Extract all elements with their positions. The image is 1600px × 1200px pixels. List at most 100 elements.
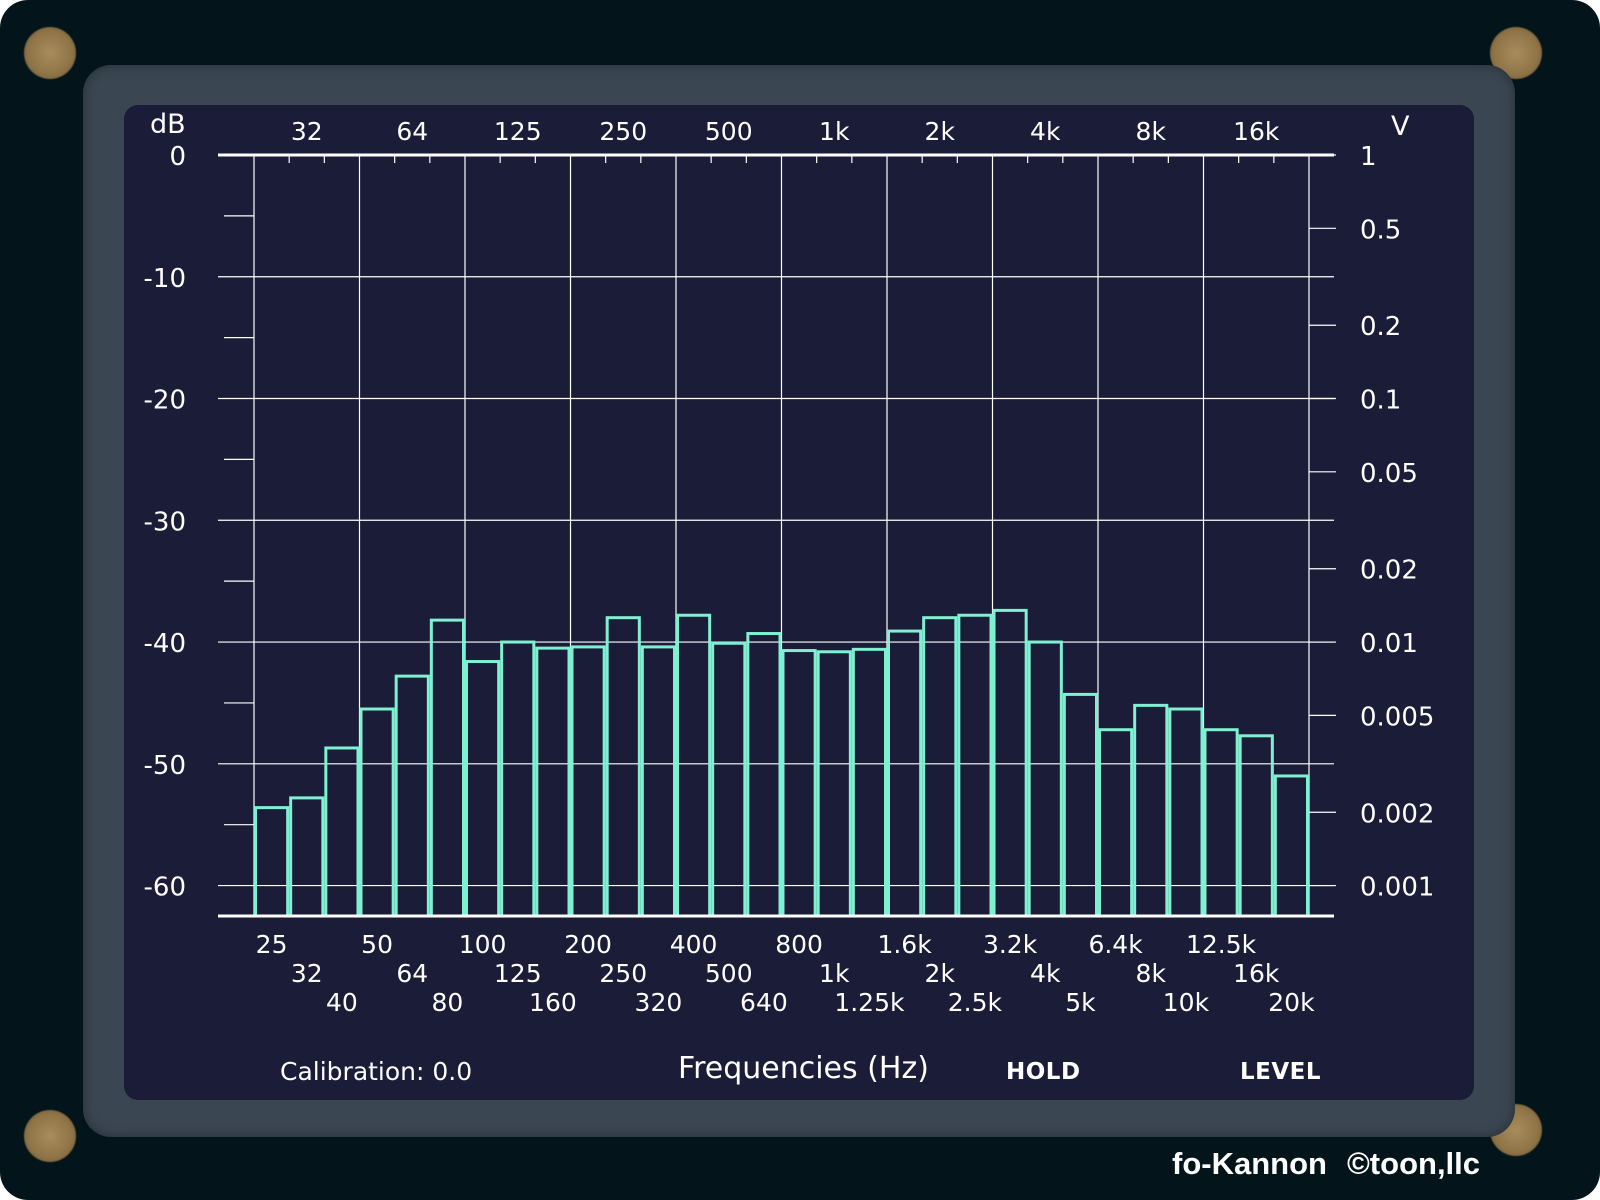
spectrum-bar: [605, 616, 641, 918]
bottom-frequency-label: 3.2k: [983, 930, 1038, 959]
top-frequency-label: 1k: [819, 117, 850, 146]
bottom-frequency-label: 64: [396, 959, 428, 988]
bottom-frequency-label: 200: [564, 930, 612, 959]
db-tick-label: -50: [144, 751, 186, 781]
db-tick-label: -10: [144, 264, 186, 294]
bottom-frequency-label: 1.25k: [834, 988, 905, 1017]
bottom-frequency-label: 400: [670, 930, 718, 959]
spectrum-bar: [1273, 774, 1310, 918]
bottom-frequency-label: 1.6k: [877, 930, 932, 959]
top-frequency-label: 125: [494, 117, 542, 146]
spectrum-bar: [289, 796, 325, 918]
top-frequency-label: 250: [599, 117, 647, 146]
spectrum-bar: [570, 645, 606, 918]
bottom-frequency-label: 4k: [1030, 959, 1061, 988]
spectrum-bar: [781, 649, 817, 918]
hold-button[interactable]: HOLD: [1006, 1059, 1081, 1085]
spectrum-bar: [254, 806, 290, 918]
spectrum-bar: [816, 650, 852, 918]
db-tick-label: -20: [144, 386, 186, 416]
top-frequency-label: 500: [705, 117, 753, 146]
bottom-frequency-label: 500: [705, 959, 753, 988]
top-frequency-label: 16k: [1233, 117, 1280, 146]
volt-tick-label: 1: [1360, 142, 1377, 172]
volt-tick-label: 0.01: [1360, 629, 1418, 659]
bottom-frequency-label: 40: [326, 988, 358, 1017]
bottom-frequency-label: 2k: [925, 959, 956, 988]
bottom-frequency-label: 10k: [1163, 988, 1210, 1017]
spectrum-bar: [1238, 734, 1274, 918]
db-tick-label: -40: [144, 629, 186, 659]
spectrum-bar: [851, 647, 887, 918]
bottom-frequency-label: 80: [432, 988, 464, 1017]
bottom-frequency-label: 50: [361, 930, 393, 959]
bottom-frequency-label: 100: [459, 930, 507, 959]
spectrum-screen: 1 0.5 0.2 0.1 0.05 0.02 0.01 0.005 0.002 0.001 0 -1…: [124, 105, 1474, 1100]
spectrum-bar: [1062, 692, 1098, 918]
bottom-frequency-label: 125: [494, 959, 542, 988]
bottom-frequency-label: 6.4k: [1088, 930, 1143, 959]
spectrum-bar: [957, 613, 993, 918]
bottom-frequency-label: 800: [775, 930, 823, 959]
copyright: ©toon,llc: [1346, 1146, 1481, 1181]
bottom-frequency-label: 160: [529, 988, 577, 1017]
volt-tick-label: 0.1: [1360, 386, 1401, 416]
db-tick-label: 0: [169, 142, 186, 172]
spectrum-bar: [887, 629, 923, 918]
bottom-frequency-label: 16k: [1233, 959, 1280, 988]
spectrum-bar: [1168, 707, 1204, 918]
screw-top-left: [24, 27, 76, 79]
bottom-frequency-label: 2.5k: [948, 988, 1003, 1017]
volt-tick-label: 0.002: [1360, 799, 1434, 829]
bottom-frequency-label: 12.5k: [1186, 930, 1257, 959]
bottom-frequency-label: 1k: [819, 959, 850, 988]
spectrum-bar: [394, 674, 430, 918]
volt-tick-label: 0.2: [1360, 312, 1401, 342]
spectrum-bar: [324, 746, 360, 918]
volt-tick-label: 0.02: [1360, 556, 1418, 586]
spectrum-bar: [359, 707, 395, 918]
left-unit-label: dB: [150, 109, 186, 140]
spectrum-bar: [500, 640, 536, 918]
bottom-frequency-label: 25: [256, 930, 288, 959]
brand-footer: fo-Kannon ©toon,llc: [1172, 1146, 1480, 1182]
spectrum-bar: [922, 616, 958, 918]
spectrum-bar: [1203, 728, 1239, 918]
volt-tick-label: 0.001: [1360, 873, 1434, 903]
bottom-frequency-label: 32: [291, 959, 323, 988]
app-name: fo-Kannon: [1172, 1146, 1327, 1181]
spectrum-bar: [746, 632, 782, 918]
top-frequency-label: 4k: [1030, 117, 1061, 146]
bottom-frequency-label: 5k: [1065, 988, 1096, 1017]
right-unit-label: V: [1391, 111, 1410, 142]
top-frequency-label: 8k: [1136, 117, 1167, 146]
spectrum-bar: [1098, 728, 1134, 918]
level-button[interactable]: LEVEL: [1240, 1059, 1322, 1085]
volt-tick-label: 0.5: [1360, 215, 1401, 245]
spectrum-bar: [676, 613, 712, 918]
bottom-frequency-label: 8k: [1136, 959, 1167, 988]
bottom-frequency-label: 20k: [1268, 988, 1315, 1017]
calibration-readout: Calibration: 0.0: [280, 1057, 473, 1086]
spectrum-bar: [535, 646, 571, 918]
top-frequency-label: 64: [396, 117, 428, 146]
screw-bottom-left: [24, 1110, 76, 1162]
top-frequency-label: 2k: [925, 117, 956, 146]
spectrum-bar: [1133, 703, 1169, 918]
bottom-frequency-label: 250: [599, 959, 647, 988]
volt-tick-label: 0.05: [1360, 459, 1418, 489]
top-frequency-label: 32: [291, 117, 323, 146]
spectrum-bar: [465, 660, 501, 918]
spectrum-bar: [992, 608, 1028, 918]
spectrum-bar: [1027, 640, 1063, 918]
spectrum-bar: [429, 618, 466, 918]
spectrum-chart: 1 0.5 0.2 0.1 0.05 0.02 0.01 0.005 0.002 0.001 0 -1…: [144, 109, 1435, 1017]
volt-tick-label: 0.005: [1360, 702, 1434, 732]
db-tick-label: -60: [144, 873, 186, 903]
x-axis-title: Frequencies (Hz): [678, 1051, 929, 1086]
bottom-frequency-label: 640: [740, 988, 788, 1017]
db-tick-label: -30: [144, 507, 186, 537]
spectrum-bar: [711, 641, 747, 918]
bottom-frequency-label: 320: [635, 988, 683, 1017]
